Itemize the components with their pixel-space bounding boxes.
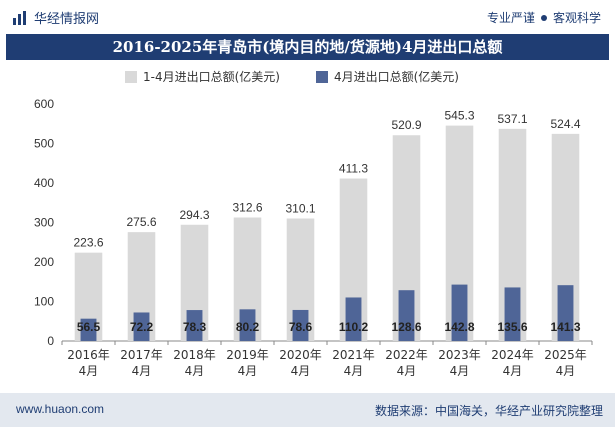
x-tick-label: 2023年 [438,348,481,362]
x-tick-label: 4月 [132,364,152,378]
x-tick-label: 2022年 [385,348,428,362]
chart-area: 0 100 200 300 400 500 600 223.6 56.5 2016年 4月 275.6… [34,97,593,378]
y-tick-label: 100 [34,295,54,309]
y-tick-label: 600 [34,97,54,111]
x-tick-label: 4月 [291,364,311,378]
bar-april [345,297,362,341]
bar-april [451,284,468,341]
brand-logo-icon [12,10,28,26]
tagline-left: 专业严谨 [486,11,535,25]
x-tick-label: 2024年 [491,348,534,362]
footer-source: 数据来源：中国海关，华经产业研究院整理 [374,404,603,418]
bar-april [504,287,521,341]
data-label-ytd: 520.9 [391,118,421,132]
data-label-ytd: 537.1 [497,112,527,126]
footer: www.huaon.com 数据来源：中国海关，华经产业研究院整理 [0,393,615,427]
bar-april [292,309,309,341]
data-label-april: 135.6 [497,320,527,334]
legend-item-ytd: 1-4月进出口总额(亿美元) [125,68,280,85]
data-label-april: 56.5 [77,320,101,334]
x-tick-label: 4月 [344,364,364,378]
x-tick-label: 2019年 [226,348,269,362]
legend-item-april: 4月进出口总额(亿美元) [315,68,459,85]
brand[interactable]: 华经情报网 [12,8,99,27]
x-tick-label: 2017年 [120,348,163,362]
bar-april [557,285,574,341]
data-label-ytd: 310.1 [285,202,315,216]
x-tick-label: 2020年 [279,348,322,362]
data-label-ytd: 545.3 [444,109,474,123]
tagline-right: 客观科学 [552,11,601,25]
legend-swatch-ytd [125,70,137,83]
data-label-april: 141.3 [550,320,580,334]
legend-label-april: 4月进出口总额(亿美元) [333,70,459,84]
y-tick-label: 400 [34,176,54,190]
y-tick-label: 300 [34,216,54,230]
x-tick-label: 4月 [185,364,205,378]
x-tick-label: 2016年 [67,348,110,362]
data-label-april: 142.8 [444,320,474,334]
x-tick-label: 4月 [503,364,523,378]
chart-title: 2016-2025年青岛市(境内目的地/货源地)4月进出口总额 [112,38,503,56]
data-label-april: 110.2 [339,320,369,334]
data-label-ytd: 411.3 [339,162,368,176]
x-tick-label: 4月 [397,364,417,378]
data-label-april: 72.2 [130,320,154,334]
legend: 1-4月进出口总额(亿美元) 4月进出口总额(亿美元) [125,68,459,85]
title-bar: 2016-2025年青岛市(境内目的地/货源地)4月进出口总额 [6,34,609,60]
bar-april [133,312,150,341]
x-tick-label: 4月 [79,364,99,378]
bar-april [239,309,256,341]
data-label-april: 78.6 [289,320,313,334]
y-tick-label: 0 [47,334,54,348]
data-label-april: 78.3 [183,320,207,334]
data-label-ytd: 294.3 [179,208,209,222]
data-label-ytd: 312.6 [232,201,262,215]
data-label-ytd: 223.6 [73,236,103,250]
tagline: 专业严谨 客观科学 [487,9,601,26]
data-label-april: 80.2 [236,320,260,334]
x-tick-label: 2018年 [173,348,216,362]
tagline-dot-icon [540,14,547,21]
footer-website[interactable]: www.huaon.com [16,402,105,416]
brand-name: 华经情报网 [34,12,100,27]
x-tick-label: 2025年 [544,348,587,362]
top-bar: 华经情报网 专业严谨 客观科学 [0,0,615,34]
y-tick-label: 200 [34,255,54,269]
bar-april [80,318,97,341]
bar-april [398,290,415,341]
bar-april [186,310,203,341]
x-tick-label: 2021年 [332,348,375,362]
y-tick-label: 500 [34,137,54,151]
data-label-april: 128.6 [391,320,421,334]
data-label-ytd: 275.6 [126,215,156,229]
legend-swatch-april [315,70,328,83]
legend-label-ytd: 1-4月进出口总额(亿美元) [143,70,280,84]
x-tick-label: 4月 [450,364,470,378]
data-label-ytd: 524.4 [550,117,580,131]
x-tick-label: 4月 [238,364,258,378]
x-tick-label: 4月 [556,364,576,378]
